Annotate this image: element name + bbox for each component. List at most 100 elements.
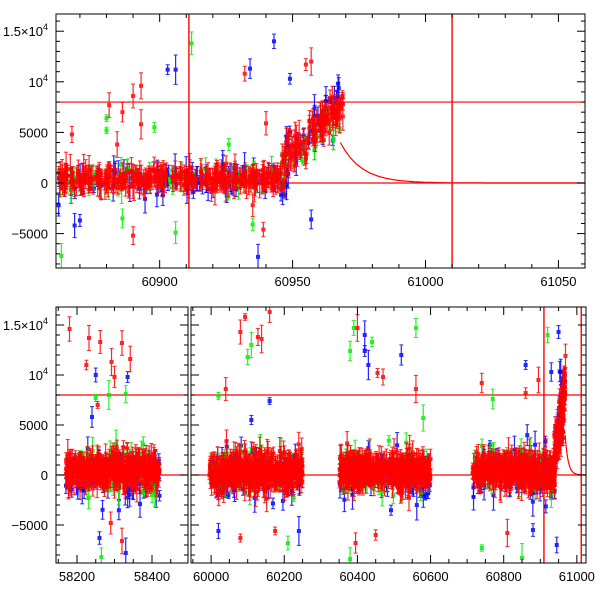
data-marker <box>89 176 94 181</box>
data-point <box>193 174 198 182</box>
data-point <box>244 170 249 200</box>
plot-area <box>56 14 585 268</box>
data-marker <box>212 188 217 193</box>
data-point <box>309 209 314 230</box>
data-marker <box>99 555 104 559</box>
data-point <box>111 165 116 195</box>
data-marker <box>123 551 128 555</box>
data-marker <box>303 62 308 67</box>
data-marker <box>116 508 121 513</box>
data-marker <box>102 182 107 187</box>
data-point <box>309 47 314 76</box>
data-point <box>131 226 136 245</box>
data-marker <box>252 186 257 191</box>
data-point <box>317 118 322 143</box>
data-marker <box>138 479 143 484</box>
data-point <box>227 162 232 191</box>
data-point <box>65 167 70 185</box>
data-marker <box>119 183 124 188</box>
data-marker <box>133 171 138 176</box>
data-marker <box>120 110 125 115</box>
data-marker <box>284 140 289 145</box>
data-marker <box>286 171 291 176</box>
data-marker <box>328 96 333 101</box>
data-marker <box>71 480 76 485</box>
data-marker <box>206 187 211 192</box>
data-point <box>136 171 141 190</box>
data-marker <box>74 179 79 184</box>
data-marker <box>69 179 74 184</box>
data-marker <box>150 493 155 498</box>
data-marker <box>136 178 141 183</box>
data-point <box>69 177 74 187</box>
data-marker <box>311 124 316 129</box>
data-point <box>264 166 269 193</box>
y-tick-label-base: −5000 <box>11 227 48 242</box>
data-marker <box>320 113 325 118</box>
data-marker <box>264 177 269 182</box>
data-marker <box>284 170 289 175</box>
data-marker <box>310 136 315 141</box>
data-marker <box>273 179 278 184</box>
data-marker <box>301 159 306 164</box>
plot-segment-0: 58200 58400 <box>55 306 189 584</box>
data-point <box>125 371 130 383</box>
data-marker <box>253 175 258 180</box>
data-marker <box>332 96 337 101</box>
data-marker <box>131 93 136 98</box>
data-point <box>60 164 65 196</box>
data-marker <box>62 176 67 181</box>
data-marker <box>127 492 132 497</box>
data-point <box>105 166 110 188</box>
data-marker <box>236 183 241 188</box>
data-point <box>303 58 308 72</box>
data-point <box>289 143 294 170</box>
data-marker <box>207 176 212 181</box>
data-point <box>312 119 317 147</box>
y-tick-label-exponent: 4 <box>43 22 48 32</box>
data-marker <box>225 175 230 180</box>
y-tick-label: −5000 <box>11 227 48 242</box>
data-marker <box>271 172 276 177</box>
data-marker <box>272 177 277 182</box>
data-marker <box>137 172 142 177</box>
data-point <box>102 170 107 200</box>
data-marker <box>167 178 172 183</box>
data-point <box>154 162 159 186</box>
data-marker <box>107 103 112 108</box>
data-marker <box>250 222 255 227</box>
data-marker <box>161 172 166 177</box>
data-marker <box>142 186 147 191</box>
data-marker <box>282 158 287 163</box>
data-marker <box>331 138 336 143</box>
data-marker <box>170 179 175 184</box>
data-marker <box>77 176 82 181</box>
data-marker <box>217 179 222 184</box>
data-marker <box>131 233 136 238</box>
y-tick-label-base: 0 <box>41 176 48 191</box>
data-point <box>104 114 109 123</box>
data-marker <box>243 179 248 184</box>
data-marker <box>93 174 98 179</box>
data-marker <box>108 168 113 173</box>
data-marker <box>123 185 128 190</box>
data-point <box>93 367 98 383</box>
data-point <box>272 166 277 192</box>
data-marker <box>213 171 218 176</box>
data-marker <box>106 393 111 397</box>
data-marker <box>174 176 179 181</box>
data-marker <box>282 192 287 197</box>
data-marker <box>209 190 214 195</box>
data-marker <box>335 94 340 99</box>
data-marker <box>152 491 157 496</box>
data-marker <box>97 181 102 186</box>
data-marker <box>321 138 326 143</box>
data-point <box>189 31 194 56</box>
data-point <box>306 128 311 150</box>
plot-segment-0: 60900 60950 61000 61050 <box>55 13 586 289</box>
data-marker <box>197 180 202 185</box>
data-marker <box>97 477 102 482</box>
data-marker <box>283 154 288 159</box>
data-marker <box>115 142 120 147</box>
data-marker <box>104 116 109 121</box>
